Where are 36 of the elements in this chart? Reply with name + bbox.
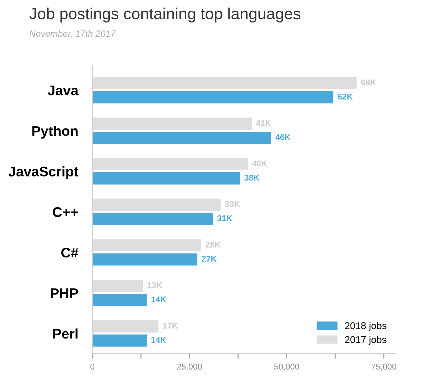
y-tick-label: Perl xyxy=(53,328,78,339)
bar xyxy=(92,280,144,292)
bar xyxy=(92,198,221,212)
data-label: 14K xyxy=(152,337,166,343)
data-label: 14K xyxy=(152,296,166,302)
y-tick-label: Java xyxy=(48,86,79,96)
bar xyxy=(92,77,357,90)
bar xyxy=(92,334,148,347)
y-tick-label: PHP xyxy=(51,288,78,298)
y-tick-label: JavaScript xyxy=(8,166,79,180)
x-tick-label: 50,000 xyxy=(274,364,300,371)
legend-label: 2018 jobs xyxy=(345,322,387,332)
bar xyxy=(92,320,159,333)
y-tick-label: C++ xyxy=(53,207,78,218)
y-tick-label: Python xyxy=(32,126,78,139)
legend-label: 2017 jobs xyxy=(345,336,387,346)
bar xyxy=(92,254,198,266)
bar xyxy=(92,294,148,306)
bar xyxy=(92,91,334,104)
x-tick-label: 25,000 xyxy=(177,364,202,371)
data-label: 27K xyxy=(202,256,217,262)
bar xyxy=(92,172,240,185)
data-label: 31K xyxy=(217,216,232,222)
bar xyxy=(92,118,252,130)
bar xyxy=(92,213,214,226)
bar xyxy=(92,158,248,171)
bar xyxy=(92,239,202,252)
chart-title: Job postings containing top languages xyxy=(30,8,301,23)
x-tick-label: 75,000 xyxy=(372,364,396,371)
chart-subtitle: November, 17th 2017 xyxy=(30,30,116,38)
y-tick-label: C# xyxy=(62,248,79,258)
data-label: 62K xyxy=(338,94,353,100)
x-tick-label: 0 xyxy=(90,364,95,370)
data-label: 38K xyxy=(244,174,260,181)
bar xyxy=(92,132,272,144)
data-label: 46K xyxy=(276,134,291,140)
